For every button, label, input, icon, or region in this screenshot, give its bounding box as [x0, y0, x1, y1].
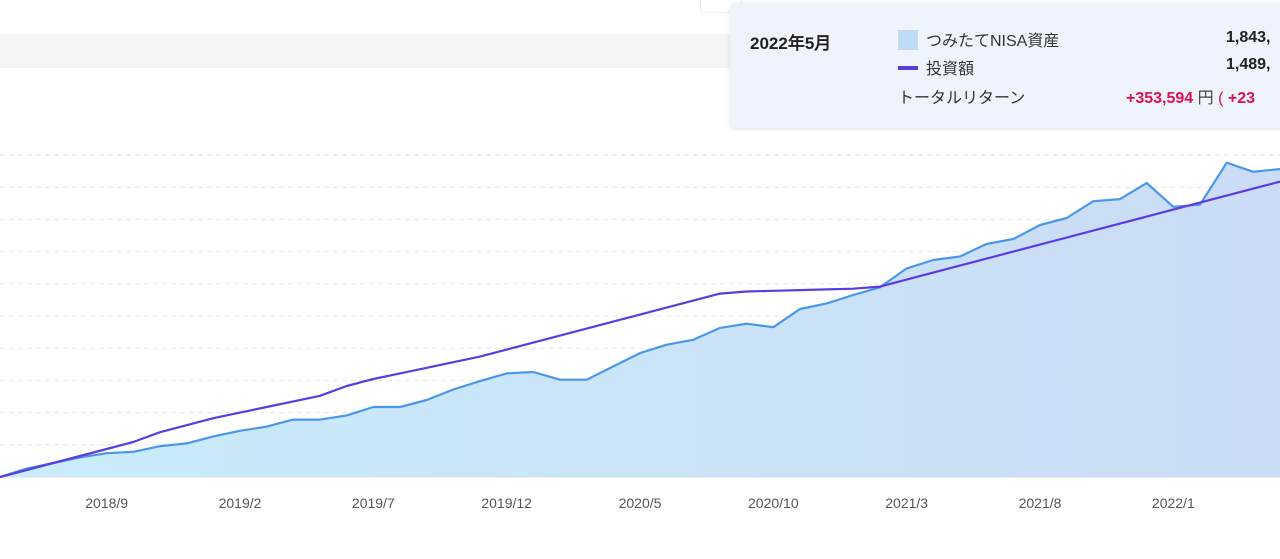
tooltip-return-value: +353,594 円 ( +23 — [1126, 84, 1255, 108]
legend-asset-label: つみたてNISA資産 — [926, 33, 1060, 50]
x-tick-label: 2021/8 — [1018, 495, 1062, 511]
tooltip-return-label: トータルリターン — [898, 90, 1026, 107]
return-percent: +23 — [1227, 90, 1256, 107]
x-tick-label: 2019/12 — [481, 495, 532, 511]
x-tick-label: 2021/3 — [885, 495, 929, 511]
return-unit: 円 — [1197, 90, 1214, 107]
x-tick-label: 2019/2 — [218, 495, 262, 511]
line-swatch-icon — [898, 66, 918, 70]
return-amount: +353,594 — [1126, 90, 1194, 107]
tooltip-invest-value: 1,489, — [1226, 56, 1271, 73]
x-tick-label: 2018/9 — [85, 495, 129, 511]
x-tick-label: 2022/1 — [1151, 495, 1195, 511]
x-tick-label: 2020/10 — [748, 495, 799, 511]
x-tick-label: 2019/7 — [351, 495, 395, 511]
return-paren: ( — [1218, 90, 1224, 107]
tooltip-legend-invest: 投資額 — [898, 55, 974, 79]
asset-area-series — [0, 161, 1280, 479]
investment-line — [0, 180, 1280, 479]
data-tooltip: 2022年5月 つみたてNISA資産 投資額 トータルリターン 1,843, 1… — [730, 3, 1280, 128]
tooltip-legend-asset: つみたてNISA資産 — [898, 27, 1059, 51]
asset-line — [0, 161, 1280, 479]
area-swatch-icon — [898, 30, 918, 50]
tooltip-asset-value: 1,843, — [1226, 29, 1271, 46]
x-tick-label: 2020/5 — [618, 495, 662, 511]
tooltip-date: 2022年5月 — [750, 34, 832, 53]
investment-line-series — [0, 180, 1280, 479]
asset-area-fill — [0, 162, 1280, 477]
legend-invest-label: 投資額 — [926, 61, 975, 78]
